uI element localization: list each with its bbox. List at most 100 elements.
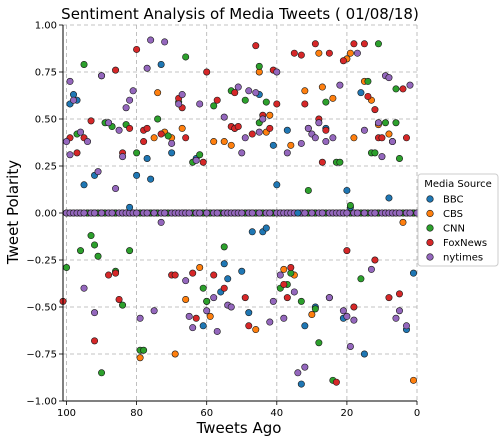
data-point (227, 303, 235, 311)
data-point (311, 134, 319, 142)
data-point (374, 40, 382, 48)
ticks: 100 80 60 40 20 0 1.00 0.75 0.50 0.25 0.00 −0.25 −0.… (26, 21, 420, 420)
data-point (210, 271, 218, 279)
data-point (147, 175, 155, 183)
data-point (280, 280, 288, 288)
data-point (297, 297, 305, 305)
data-point (406, 209, 414, 217)
data-point (203, 68, 211, 76)
data-point (350, 303, 358, 311)
y-tick-label: 0.50 (35, 115, 57, 126)
data-point (301, 87, 309, 95)
data-point (98, 369, 106, 377)
data-point (234, 83, 242, 91)
data-point (143, 124, 151, 132)
data-point (255, 62, 263, 70)
data-point (108, 209, 116, 217)
data-point (381, 119, 389, 127)
data-point (360, 209, 368, 217)
data-point (168, 139, 176, 147)
y-tick-label: 0.75 (35, 68, 57, 79)
data-point (224, 275, 232, 283)
data-point (378, 153, 386, 161)
data-point (140, 138, 148, 146)
data-point (150, 209, 158, 217)
data-point (206, 312, 214, 320)
data-point (91, 209, 99, 217)
data-point (210, 102, 218, 110)
legend-title: Media Source (424, 179, 492, 190)
y-tick-label: −0.75 (26, 350, 57, 361)
data-point (262, 98, 270, 106)
data-point (353, 49, 361, 57)
data-point (301, 322, 309, 330)
data-point (378, 134, 386, 142)
data-point (283, 294, 291, 302)
data-point (290, 49, 298, 57)
data-point (133, 209, 141, 217)
x-axis-title: Tweets Ago (196, 419, 282, 437)
legend-marker (426, 195, 434, 203)
data-point (63, 138, 71, 146)
data-point (245, 87, 253, 95)
data-point (133, 171, 141, 179)
data-point (105, 271, 113, 279)
data-point (94, 168, 102, 176)
data-point (129, 87, 137, 95)
data-point (301, 100, 309, 108)
data-point (133, 45, 141, 53)
data-point (91, 337, 99, 345)
data-point (220, 260, 228, 268)
data-point (318, 158, 326, 166)
data-point (315, 339, 323, 347)
data-point (276, 271, 284, 279)
data-point (189, 269, 197, 277)
data-point (287, 264, 295, 272)
data-point (91, 241, 99, 249)
data-point (346, 342, 354, 350)
data-point (273, 181, 281, 189)
data-point (318, 83, 326, 91)
data-point (367, 265, 375, 273)
legend-label: FoxNews (443, 238, 487, 249)
data-point (283, 126, 291, 134)
data-point (343, 209, 351, 217)
x-tick-label: 80 (130, 408, 143, 419)
data-point (343, 247, 351, 255)
data-point (339, 57, 347, 65)
data-point (192, 314, 200, 322)
data-point (157, 218, 165, 226)
data-point (346, 49, 354, 57)
legend: Media Source BBC CBS CNN FoxNews nytimes (417, 173, 499, 267)
data-point (402, 322, 410, 330)
data-point (399, 85, 407, 93)
data-point (336, 158, 344, 166)
data-point (287, 141, 295, 149)
data-point (266, 209, 274, 217)
data-point (161, 38, 169, 46)
data-point (119, 301, 127, 309)
data-point (192, 156, 200, 164)
data-point (66, 151, 74, 159)
data-point (399, 218, 407, 226)
data-point (385, 130, 393, 138)
y-tick-label: −0.25 (26, 256, 57, 267)
data-point (343, 186, 351, 194)
data-point (325, 294, 333, 302)
data-point (98, 72, 106, 80)
data-point (196, 100, 204, 108)
data-point (157, 130, 165, 138)
data-point (98, 209, 106, 217)
data-point (115, 126, 123, 134)
data-point (346, 201, 354, 209)
y-tick-label: 1.00 (35, 21, 57, 32)
data-point (231, 89, 239, 97)
data-point (332, 378, 340, 386)
data-point (297, 380, 305, 388)
legend-marker (426, 209, 434, 218)
data-point (339, 307, 347, 315)
data-point (315, 119, 323, 127)
data-point (126, 247, 134, 255)
data-point (199, 322, 207, 330)
data-point (73, 149, 81, 157)
